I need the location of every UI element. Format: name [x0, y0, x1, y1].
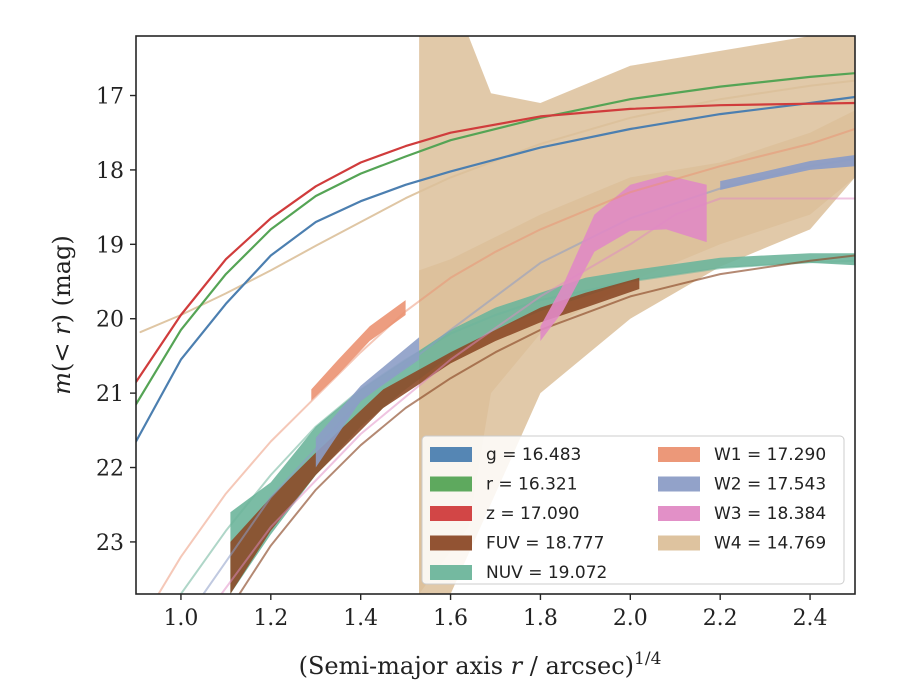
legend-swatch-w4 [658, 535, 700, 551]
x-tick-label: 2.0 [613, 606, 648, 631]
series-w4-line-2 [139, 79, 855, 334]
x-tick-label: 2.4 [793, 606, 828, 631]
legend-label-w2: W2 = 17.543 [714, 475, 826, 495]
legend-swatch-nuv [430, 565, 472, 580]
legend-swatch-w3 [658, 506, 700, 521]
y-axis-title-rest: ) (mag) [48, 235, 76, 323]
y-tick-label: 21 [96, 382, 124, 407]
series-z-line-16 [136, 101, 855, 384]
x-ticks: 1.0 1.2 1.4 1.6 1.8 2.0 2.2 2.4 [163, 594, 828, 631]
y-tick-label: 19 [96, 233, 124, 258]
series-g-line-14 [136, 95, 855, 443]
series-w4-band-1 [419, 110, 855, 594]
series-r-line-15 [136, 72, 855, 406]
legend-box [421, 435, 845, 585]
x-tick-label: 1.0 [163, 606, 198, 631]
y-tick-label: 17 [96, 85, 124, 110]
x-tick-label: 2.2 [703, 606, 738, 631]
y-tick-label: 22 [96, 457, 124, 482]
y-axis-title: m(< r) (mag) [48, 235, 76, 395]
legend-swatch-w1 [658, 447, 700, 462]
plot-frame [135, 35, 856, 595]
y-tick-label: 23 [96, 531, 124, 556]
x-tick-label: 1.6 [433, 606, 468, 631]
y-tick-label: 18 [96, 159, 124, 184]
legend-label-w3: W3 = 18.384 [714, 504, 826, 524]
legend-label-g: g = 16.483 [486, 445, 581, 465]
legend-label-w4: W4 = 14.769 [714, 534, 826, 554]
legend-swatch-g [430, 447, 472, 462]
legend-label-r: r = 16.321 [486, 475, 578, 495]
series-w2-band-8 [315, 337, 420, 468]
y-tick-label: 20 [96, 308, 124, 333]
legend-swatch-z [430, 506, 472, 521]
series-nuv-line-4 [179, 259, 855, 594]
x-axis-title-rest: / arcsec) [522, 652, 634, 680]
x-axis-title-var: r [511, 652, 524, 680]
x-tick-label: 1.4 [343, 606, 378, 631]
series-w2-band-9 [720, 155, 855, 190]
legend: g = 16.483 r = 16.321 z = 17.090 FUV = 18.7… [421, 435, 845, 585]
legend-items: g = 16.483 r = 16.321 z = 17.090 FUV = 18.7… [430, 445, 826, 583]
series-fuv-line-6 [238, 254, 855, 594]
series-w3-band-11 [540, 175, 707, 341]
x-axis-title: (Semi-major axis r / arcsec)1/4 [299, 649, 662, 680]
x-axis-title-sup: 1/4 [634, 649, 661, 669]
x-axis-title-main: (Semi-major axis [299, 652, 511, 680]
y-axis-title-mid: (< [48, 335, 76, 372]
y-ticks: 17 18 19 20 21 22 23 [96, 85, 136, 556]
legend-label-z: z = 17.090 [486, 504, 579, 524]
legend-swatch-r [430, 476, 472, 492]
series-w1-line-12 [157, 128, 855, 594]
legend-swatch-w2 [658, 476, 700, 492]
series-layer [136, 36, 855, 594]
legend-label-w1: W1 = 17.290 [714, 445, 826, 465]
legend-label-nuv: NUV = 19.072 [486, 563, 607, 583]
x-tick-label: 1.8 [523, 606, 558, 631]
legend-label-fuv: FUV = 18.777 [486, 534, 604, 554]
y-axis-title-var: m [48, 372, 76, 395]
series-w1-band-13 [311, 300, 406, 401]
legend-swatch-fuv [430, 535, 472, 551]
y-axis-title-var2: r [48, 322, 76, 335]
x-tick-label: 1.2 [253, 606, 288, 631]
